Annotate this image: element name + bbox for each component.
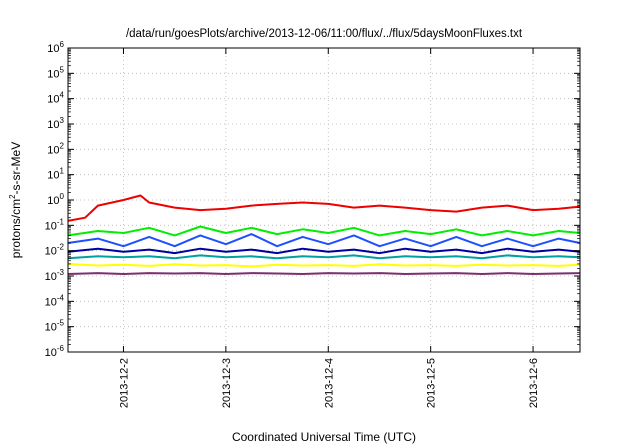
y-tick-label-exp: -6 [57,344,65,353]
y-axis-label-post: -s-sr-MeV [9,142,23,195]
y-tick-label-exp: 3 [60,116,65,125]
y-tick-label-exp: 6 [60,40,65,49]
x-axis-label: Coordinated Universal Time (UTC) [232,430,416,444]
y-tick-label-exp: 2 [60,141,65,150]
y-tick-label: 105 [47,65,64,80]
y-tick-label: 106 [47,40,64,55]
y-tick-label-exp: 4 [60,91,65,100]
x-tick-label: 2013-12-2 [118,358,130,408]
y-tick-label-base: 10 [45,296,57,308]
y-tick-label: 101 [47,167,64,182]
y-tick-label-base: 10 [45,220,57,232]
y-tick-label-exp: -4 [57,293,65,302]
series-line-7 [67,194,581,222]
x-tick-label: 2013-12-4 [323,358,335,408]
y-tick-label-base: 10 [47,195,59,207]
y-tick-label: 10-1 [45,217,65,232]
y-tick-label-base: 10 [47,144,59,156]
y-tick-label: 102 [47,141,64,156]
y-axis-label: protons/cm2-s-sr-MeV [8,142,23,258]
y-tick-label-exp: -1 [57,217,65,226]
y-tick-label-exp: -2 [57,243,65,252]
y-tick-label: 104 [47,91,64,106]
y-tick-label: 103 [47,116,64,131]
chart-title: /data/run/goesPlots/archive/2013-12-06/1… [126,28,523,40]
y-tick-label-exp: 5 [60,65,65,74]
y-tick-label-exp: 0 [60,192,65,201]
series-line-1 [67,272,581,275]
y-tick-label-base: 10 [47,68,59,80]
y-tick-label: 10-4 [45,293,65,308]
y-axis-label-pre: protons/cm [9,199,23,258]
series-line-6 [67,225,581,237]
series-line-5 [67,233,581,248]
x-tick-label: 2013-12-3 [221,358,233,408]
y-tick-label-exp: 1 [60,167,65,176]
y-tick-label-base: 10 [45,246,57,258]
y-tick-label-exp: -3 [57,268,65,277]
y-axis-ticks: 10-610-510-410-310-210-11001011021031041… [45,40,580,359]
y-tick-label-base: 10 [45,271,57,283]
y-tick-label-base: 10 [45,347,57,359]
x-axis-ticks: 2013-12-2 2013-12-3 2013-12-4 2013-12-5 2013… [118,48,540,408]
y-tick-label-exp: -5 [57,319,65,328]
y-tick-label-base: 10 [47,170,59,182]
x-tick-label: 2013-12-5 [426,358,438,408]
series-line-4 [67,247,581,255]
y-tick-label-base: 10 [47,119,59,131]
y-tick-label: 10-6 [45,344,65,359]
series-layer [67,194,581,275]
x-tick-label: 2013-12-6 [528,358,540,408]
y-tick-label: 10-3 [45,268,65,283]
y-tick-label-base: 10 [47,43,59,55]
y-axis-label-sup: 2 [8,194,17,199]
y-tick-label-base: 10 [45,322,57,334]
y-tick-label-base: 10 [47,94,59,106]
series-line-3 [67,254,581,260]
series-line-2 [67,262,581,268]
y-tick-label: 10-2 [45,243,65,258]
y-tick-label: 100 [47,192,64,207]
y-tick-label: 10-5 [45,319,65,334]
